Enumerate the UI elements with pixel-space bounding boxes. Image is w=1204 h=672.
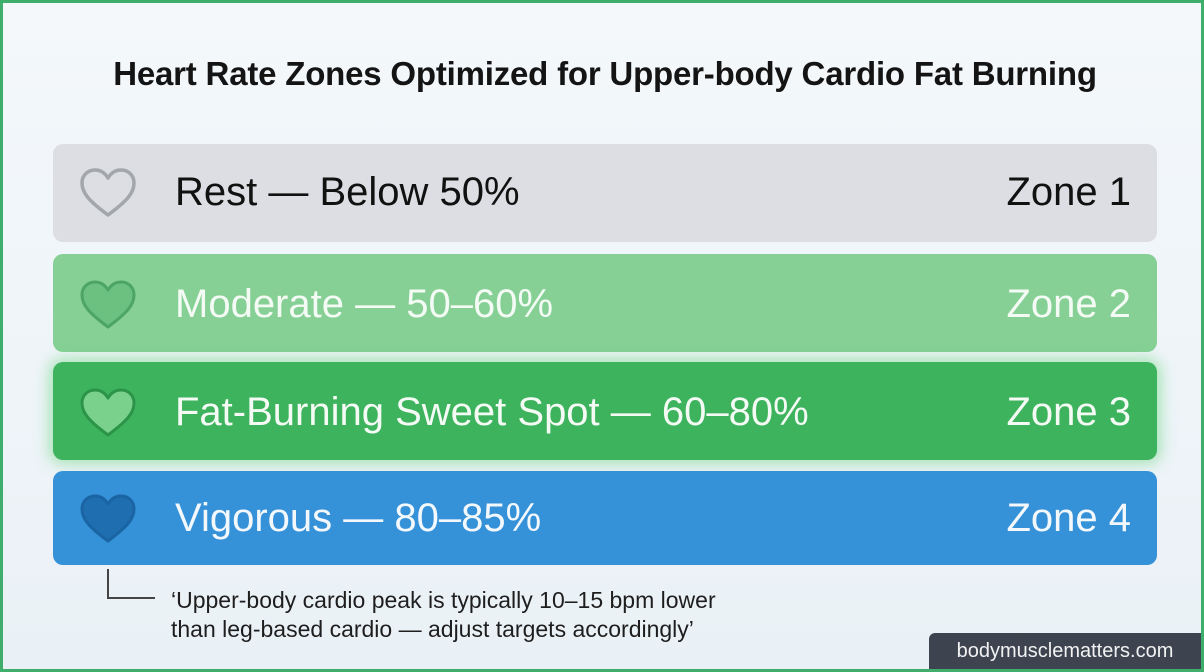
heart-icon (80, 388, 136, 437)
zone-4-bar: Vigorous — 80–85% Zone 4 (53, 471, 1157, 565)
zone-2-label: Moderate — 50–60% (175, 282, 554, 326)
heart-icon (80, 494, 136, 543)
footnote-line-1: ‘Upper-body cardio peak is typically 10–… (171, 587, 716, 613)
footnote-line-2: than leg-based cardio — adjust targets a… (171, 616, 694, 642)
note-connector-line (107, 569, 155, 599)
zone-1-label: Rest — Below 50% (175, 170, 520, 214)
zone-2-bar: Moderate — 50–60% Zone 2 (53, 254, 1157, 352)
site-watermark: bodymusclematters.com (929, 633, 1201, 669)
zone-4-name: Zone 4 (1006, 496, 1131, 540)
heart-icon (80, 280, 136, 329)
footnote: ‘Upper-body cardio peak is typically 10–… (171, 586, 716, 644)
zone-2-name: Zone 2 (1006, 282, 1131, 326)
zone-3-name: Zone 3 (1006, 390, 1131, 434)
heart-outline-icon (80, 168, 136, 217)
zone-3-bar: Fat-Burning Sweet Spot — 60–80% Zone 3 (53, 362, 1157, 460)
zone-4-label: Vigorous — 80–85% (175, 496, 542, 540)
zone-1-name: Zone 1 (1006, 170, 1131, 214)
page-title: Heart Rate Zones Optimized for Upper-bod… (113, 55, 1097, 92)
zone-3-label: Fat-Burning Sweet Spot — 60–80% (175, 390, 809, 434)
zone-1-bar: Rest — Below 50% Zone 1 (53, 144, 1157, 242)
